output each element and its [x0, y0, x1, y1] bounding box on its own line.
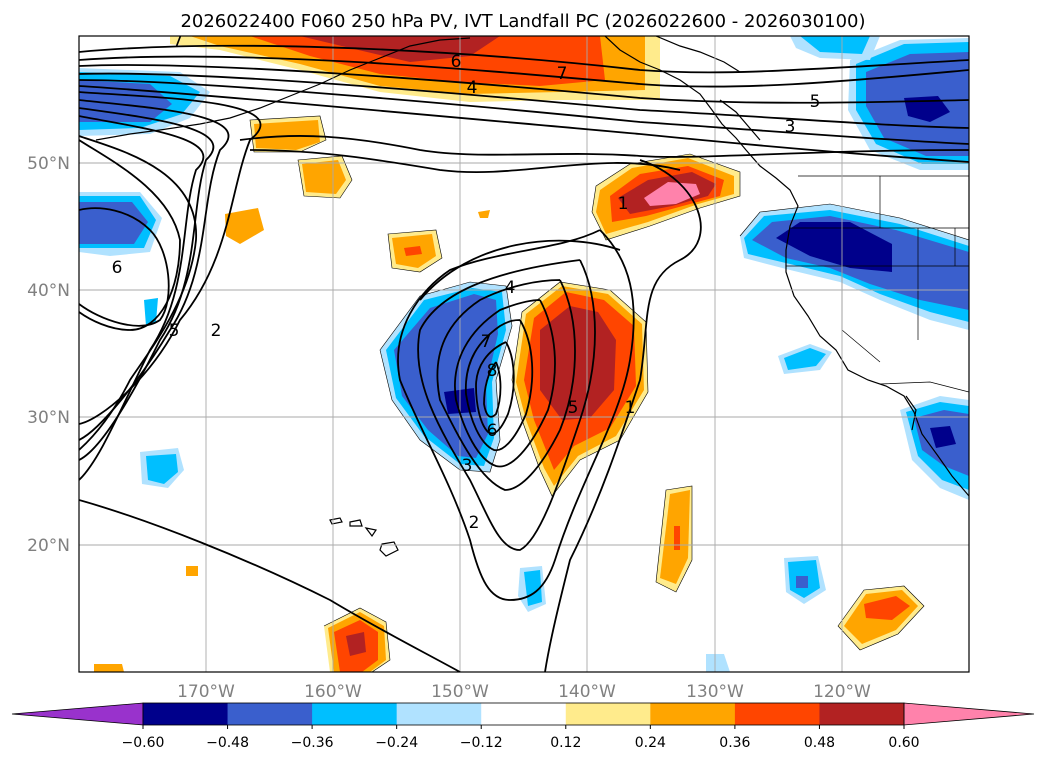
colorbar-cells	[11, 702, 1035, 726]
svg-text:3: 3	[462, 456, 473, 476]
lon-label-160w: 160°W	[304, 682, 362, 702]
colorbar-cell	[650, 703, 736, 725]
pv-contours	[79, 44, 969, 672]
colorbar-cell	[396, 703, 482, 725]
colorbar-cell	[819, 703, 905, 725]
contour-labels: 6 4 7 5 3 6 5 2 1 4 7 8 6 3 2 5 1 7	[112, 31, 821, 533]
svg-text:7: 7	[173, 31, 184, 51]
map-panel: 6 4 7 5 3 6 5 2 1 4 7 8 6 3 2 5 1 7	[78, 31, 970, 673]
colorbar-tick-label: 0.24	[635, 735, 666, 751]
colorbar-tick-label: −0.12	[460, 735, 503, 751]
colorbar-cell	[565, 703, 651, 725]
svg-text:5: 5	[169, 321, 180, 341]
colorbar-tick-labels: −0.60 −0.48 −0.36 −0.24 −0.12 0.12 0.24 0.36 0.4…	[122, 725, 920, 751]
svg-text:1: 1	[618, 194, 629, 214]
lat-label-50n: 50°N	[27, 154, 70, 174]
lon-label-130w: 130°W	[686, 682, 744, 702]
colorbar-frame	[142, 702, 905, 726]
lat-label-20n: 20°N	[27, 536, 70, 556]
figure-title: 2026022400 F060 250 hPa PV, IVT Landfall…	[180, 11, 865, 32]
colorbar: −0.60 −0.48 −0.36 −0.24 −0.12 0.12 0.24 0.36 0.4…	[11, 702, 1035, 751]
colorbar-cell	[481, 703, 567, 725]
svg-text:6: 6	[487, 421, 498, 441]
anomaly-positive-small-cells	[186, 116, 490, 576]
svg-text:2: 2	[211, 321, 222, 341]
lon-label-170w: 170°W	[177, 682, 235, 702]
colorbar-extend-high	[903, 702, 1035, 726]
svg-text:5: 5	[568, 398, 579, 418]
lon-label-150w: 150°W	[431, 682, 489, 702]
map-frame	[78, 35, 970, 673]
colorbar-tick-label: −0.60	[122, 735, 165, 751]
colorbar-cell	[312, 703, 398, 725]
lon-label-140w: 140°W	[558, 682, 616, 702]
svg-text:7: 7	[481, 332, 492, 352]
svg-text:7: 7	[557, 64, 568, 84]
lon-label-120w: 120°W	[813, 682, 871, 702]
lat-label-40n: 40°N	[27, 281, 70, 301]
svg-text:6: 6	[451, 52, 462, 72]
colorbar-extend-low	[11, 702, 144, 726]
coastlines	[95, 36, 969, 557]
svg-text:4: 4	[505, 278, 516, 298]
svg-text:5: 5	[810, 92, 821, 112]
colorbar-cell	[734, 703, 820, 725]
colorbar-tick-label: 0.60	[888, 735, 919, 751]
colorbar-tick-label: 0.12	[550, 735, 581, 751]
anomaly-negative-east	[518, 36, 969, 672]
svg-text:6: 6	[112, 258, 123, 278]
colorbar-tick-label: −0.36	[291, 735, 334, 751]
svg-text:8: 8	[487, 361, 498, 381]
svg-text:2: 2	[469, 513, 480, 533]
anomaly-positive-south-cells	[94, 486, 924, 672]
svg-text:3: 3	[785, 117, 796, 137]
colorbar-cell	[227, 703, 313, 725]
longitude-labels: 170°W 160°W 150°W 140°W 130°W 120°W	[177, 682, 871, 702]
colorbar-cell	[143, 703, 229, 725]
svg-text:1: 1	[625, 398, 636, 418]
gridlines	[79, 36, 969, 672]
colorbar-tick-label: −0.48	[206, 735, 249, 751]
latitude-labels: 20°N 30°N 40°N 50°N	[27, 154, 70, 556]
colorbar-tick-label: 0.36	[719, 735, 750, 751]
colorbar-tick-label: 0.48	[804, 735, 835, 751]
svg-text:4: 4	[467, 78, 478, 98]
colorbar-tick-label: −0.24	[375, 735, 418, 751]
lat-label-30n: 30°N	[27, 408, 70, 428]
anomaly-positive-northeast-cell	[592, 154, 740, 240]
